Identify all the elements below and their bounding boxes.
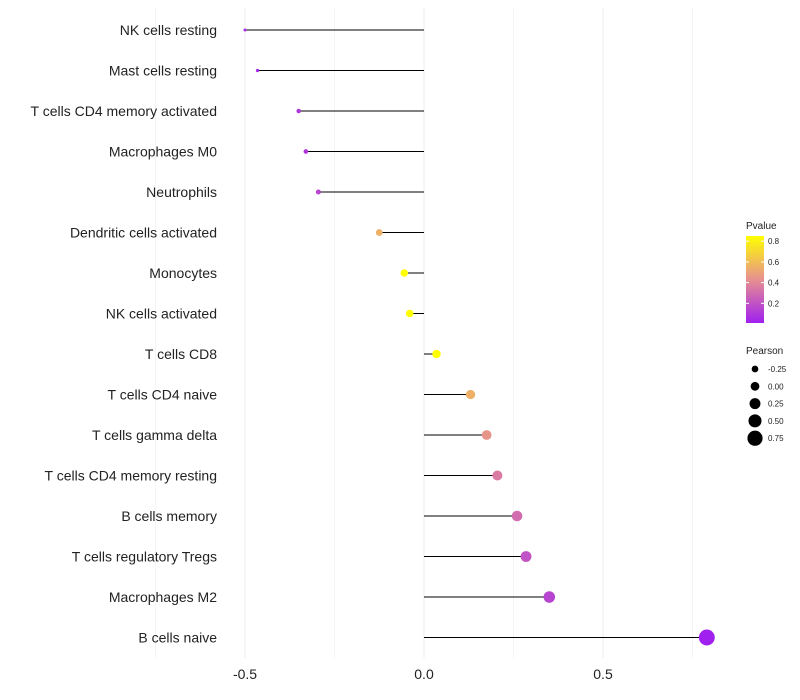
pvalue-legend-ticks: 0.8 0.6 0.4 0.2 xyxy=(746,237,780,308)
data-point xyxy=(315,189,321,195)
data-point xyxy=(465,389,476,400)
data-point xyxy=(432,349,441,359)
category-labels: NK cells resting Mast cells resting T cell… xyxy=(31,22,218,646)
pvalue-legend-label: 0.8 xyxy=(768,237,780,246)
lollipop-stems xyxy=(245,29,707,638)
category-label: T cells CD8 xyxy=(145,346,217,362)
pearson-legend-label: -0.25 xyxy=(768,365,787,374)
data-point xyxy=(375,229,383,236)
category-label: Monocytes xyxy=(149,265,217,281)
category-label: Mast cells resting xyxy=(109,63,217,79)
grid-lines xyxy=(155,8,693,658)
x-tick-label: 0.0 xyxy=(414,666,434,682)
data-point xyxy=(255,68,260,73)
category-label: B cells memory xyxy=(121,508,217,524)
pearson-legend-items: -0.25 0.00 0.25 0.50 0.75 xyxy=(747,365,787,446)
category-label: Dendritic cells activated xyxy=(70,225,217,241)
pearson-legend-label: 0.00 xyxy=(768,382,784,391)
pearson-legend: Pearson -0.25 0.00 0.25 0.50 0.75 xyxy=(746,346,787,446)
pearson-legend-label: 0.50 xyxy=(768,417,784,426)
data-point xyxy=(296,108,301,114)
pvalue-legend: Pvalue 0.8 0.6 0.4 0.2 xyxy=(746,221,780,323)
pvalue-colorbar xyxy=(746,236,764,323)
pearson-legend-dot xyxy=(750,381,760,391)
pearson-legend-dot xyxy=(748,414,762,428)
data-point xyxy=(481,430,492,440)
category-label: Macrophages M2 xyxy=(109,589,217,605)
pvalue-legend-title: Pvalue xyxy=(746,221,777,232)
pearson-legend-dot xyxy=(751,365,759,373)
lollipop-dots xyxy=(243,28,715,646)
category-label: T cells CD4 memory resting xyxy=(45,468,217,484)
data-point xyxy=(511,510,523,522)
pearson-legend-label: 0.25 xyxy=(768,400,784,409)
category-label: NK cells activated xyxy=(106,306,217,322)
pearson-legend-dot xyxy=(749,398,761,410)
category-label: Macrophages M0 xyxy=(109,144,217,160)
pvalue-legend-label: 0.2 xyxy=(768,299,780,308)
pearson-legend-label: 0.75 xyxy=(768,434,784,443)
pearson-legend-dot xyxy=(747,430,763,446)
category-label: T cells CD4 naive xyxy=(108,387,218,403)
x-tick-label: 0.5 xyxy=(593,666,613,682)
category-label: Neutrophils xyxy=(146,184,217,200)
x-tick-label: -0.5 xyxy=(233,666,257,682)
data-point xyxy=(405,309,414,318)
category-label: B cells naive xyxy=(138,630,217,646)
data-point xyxy=(243,28,247,32)
category-label: T cells gamma delta xyxy=(92,427,217,443)
pvalue-legend-label: 0.6 xyxy=(768,258,780,267)
data-point xyxy=(543,591,556,603)
data-point xyxy=(303,149,309,154)
category-label: T cells regulatory Tregs xyxy=(72,549,217,565)
category-label: NK cells resting xyxy=(120,22,217,38)
pvalue-legend-label: 0.4 xyxy=(768,279,780,288)
data-point xyxy=(400,269,409,277)
data-point xyxy=(698,629,715,646)
data-point xyxy=(492,470,503,481)
data-point xyxy=(520,551,532,562)
pearson-legend-title: Pearson xyxy=(746,346,783,357)
x-tick-labels: -0.5 0.0 0.5 xyxy=(233,666,613,682)
category-label: T cells CD4 memory activated xyxy=(31,103,217,119)
